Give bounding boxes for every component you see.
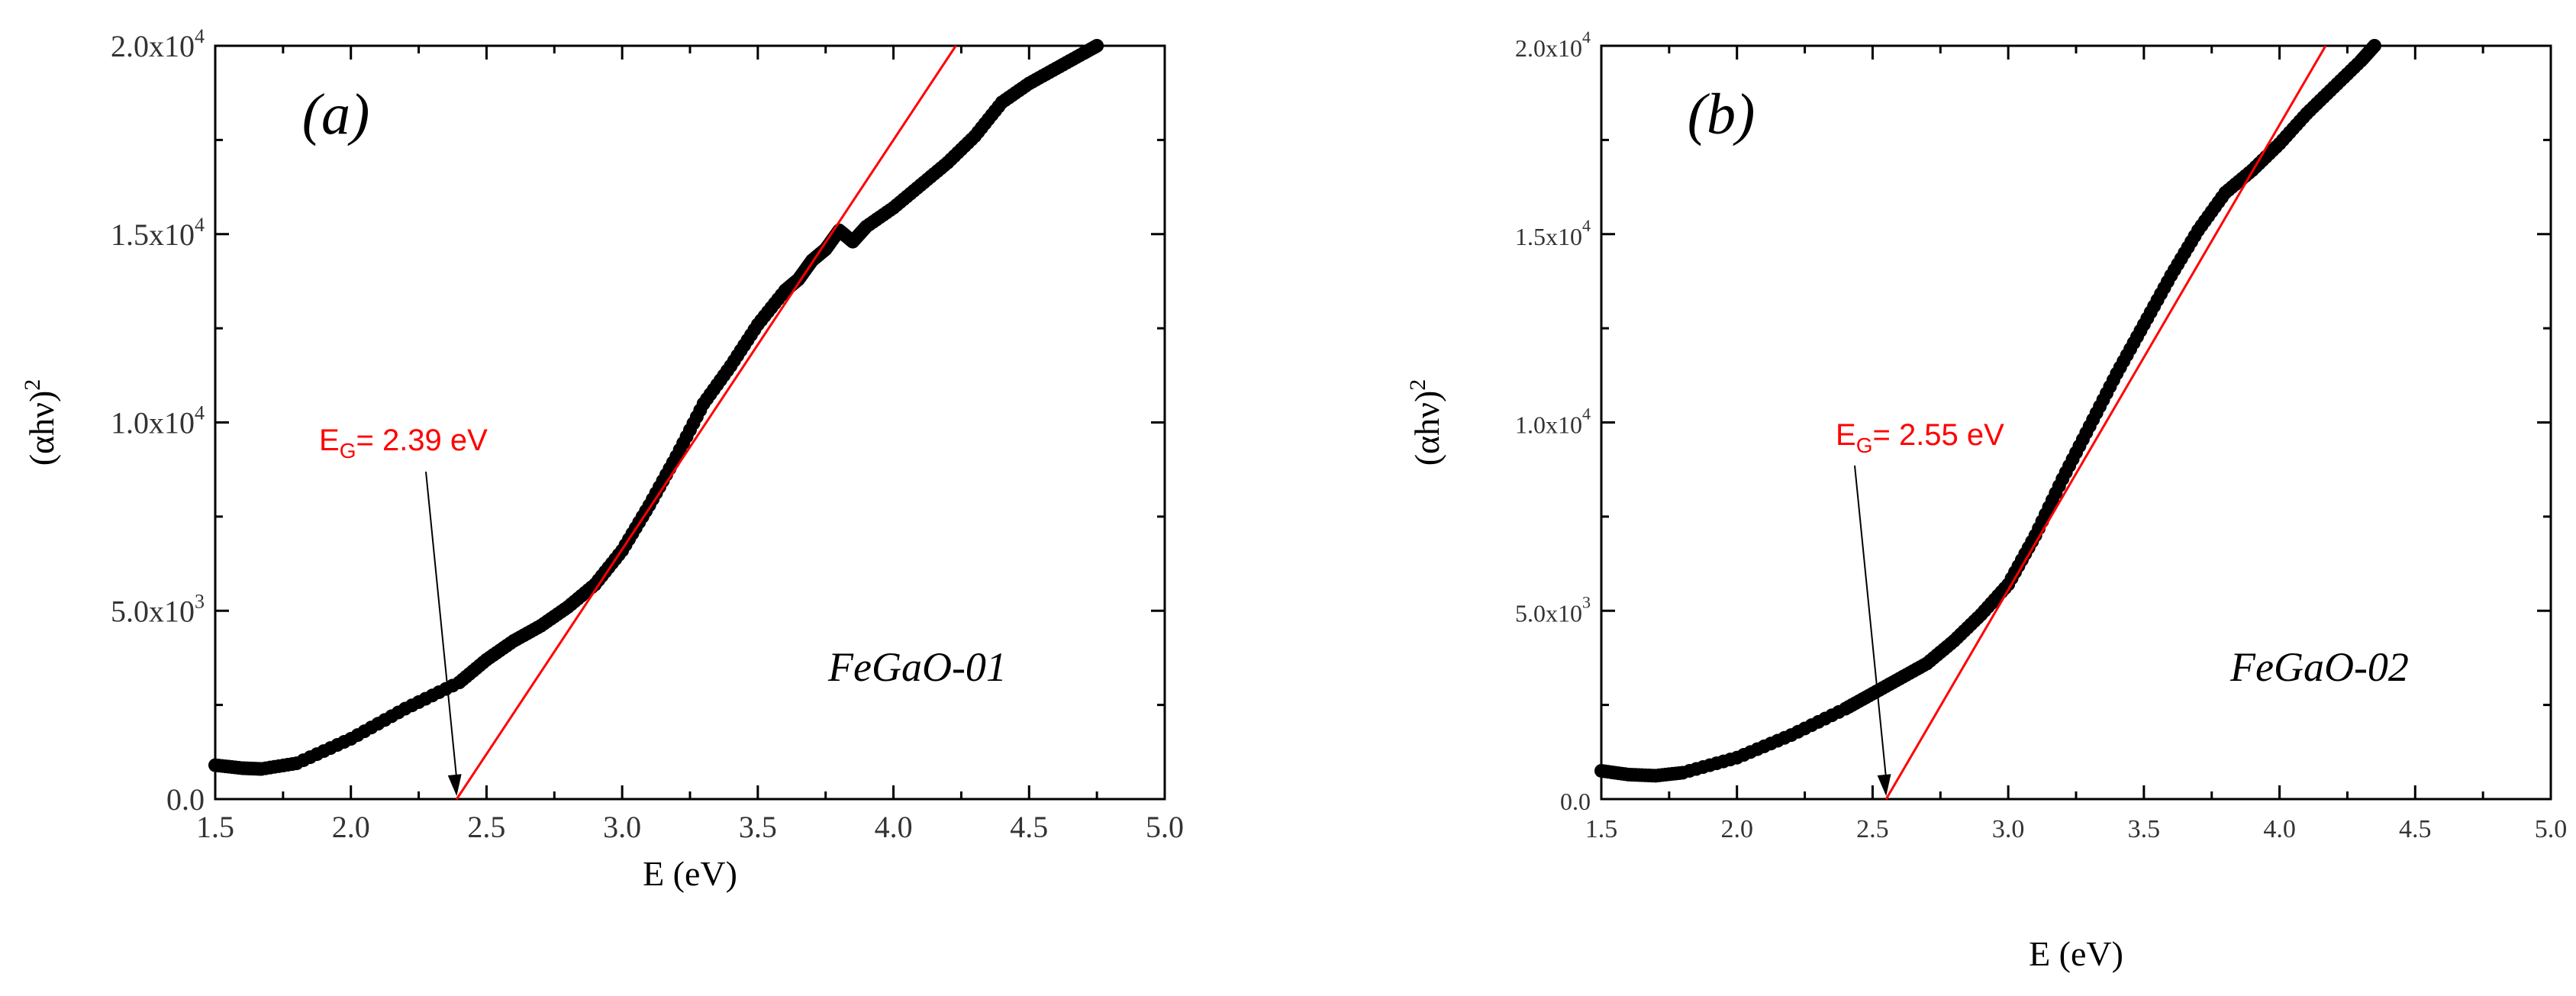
band-gap-arrow-head: [1877, 774, 1891, 796]
x-tick-label: 1.5: [1585, 815, 1618, 843]
x-tick-label: 3.5: [739, 810, 777, 844]
band-gap-arrow: [425, 471, 458, 780]
x-tick-label: 1.5: [196, 810, 234, 844]
chart-panel-b: 1.5 2.0 2.5 3.0 3.5 4.0 4.5 5.0 0.0 5.0x103 1.0x10…: [1405, 27, 2567, 973]
x-tick-label: 4.0: [875, 810, 913, 844]
y-tick-mantissa: 2.0x10: [111, 29, 195, 63]
x-axis-label: E (eV): [2029, 934, 2123, 973]
y-tick-exponent: 4: [1582, 405, 1591, 424]
linear-fit-line: [456, 45, 957, 800]
y-tick-label: 1.0x104: [111, 402, 205, 440]
y-tick-label: 1.5x104: [1515, 216, 1591, 250]
y-tick-exponent: 4: [1582, 216, 1591, 235]
y-tick-exponent: 3: [1582, 592, 1591, 611]
band-gap-arrow: [1854, 465, 1888, 780]
band-gap-label: EG= 2.39 eV: [319, 424, 488, 463]
sample-label: FeGaO-02: [2229, 644, 2409, 690]
y-tick-mantissa: 0.0: [166, 782, 205, 817]
x-tick-label: 4.0: [2263, 815, 2296, 843]
y-axis-label-exponent: 2: [20, 379, 45, 391]
y-tick-mantissa: 1.0x10: [1515, 411, 1582, 439]
y-tick-label: 5.0x103: [111, 590, 205, 628]
panel-label: (a): [302, 82, 370, 147]
x-tick-label: 2.5: [467, 810, 505, 844]
y-tick-label: 2.0x104: [1515, 27, 1591, 62]
y-tick-exponent: 4: [195, 25, 205, 47]
band-gap-label-base: E: [1836, 418, 1856, 452]
y-tick-mantissa: 2.0x10: [1515, 34, 1582, 62]
y-tick-exponent: 3: [195, 590, 205, 612]
y-tick-mantissa: 1.5x10: [1515, 223, 1582, 250]
x-tick-label: 2.0: [1720, 815, 1753, 843]
sample-label: FeGaO-01: [827, 644, 1007, 690]
x-tick-label: 2.5: [1856, 815, 1889, 843]
y-tick-mantissa: 1.5x10: [111, 218, 195, 252]
band-gap-label: EG= 2.55 eV: [1836, 418, 2004, 457]
y-axis-label-base: (αhν): [1407, 391, 1446, 466]
y-tick-mantissa: 5.0x10: [111, 594, 195, 628]
y-tick-exponent: 4: [195, 402, 205, 424]
y-tick-label: 1.5x104: [111, 214, 205, 252]
x-tick-label: 5.0: [1146, 810, 1184, 844]
x-axis-label: E (eV): [643, 854, 737, 893]
linear-fit-line: [1884, 45, 2327, 800]
x-tick-label: 5.0: [2535, 815, 2568, 843]
y-tick-label: 1.0x104: [1515, 405, 1591, 439]
x-tick-label: 3.0: [603, 810, 641, 844]
y-tick-label: 2.0x104: [111, 25, 205, 63]
data-point: [2367, 39, 2381, 53]
y-axis-label: (αhν)2: [20, 379, 61, 466]
x-tick-label: 2.0: [332, 810, 370, 844]
y-tick-exponent: 4: [1582, 27, 1591, 47]
band-gap-label-subscript: G: [1856, 434, 1873, 457]
x-tick-label: 3.0: [1992, 815, 2025, 843]
y-tick-label: 5.0x103: [1515, 592, 1591, 627]
band-gap-label-base: E: [319, 424, 340, 457]
y-tick-exponent: 4: [195, 214, 205, 236]
band-gap-arrow-head: [447, 774, 462, 796]
y-tick-label: 0.0: [1560, 788, 1591, 815]
chart-panel-a: 1.5 2.0 2.5 3.0 3.5 4.0 4.5 5.0 0.0 5.0x103 1.0x10…: [20, 25, 1184, 893]
y-tick-label: 0.0: [166, 782, 205, 817]
y-axis-label: (αhν)2: [1405, 379, 1446, 466]
x-tick-label: 4.5: [1010, 810, 1048, 844]
y-tick-mantissa: 5.0x10: [1515, 599, 1582, 627]
x-tick-label: 3.5: [2128, 815, 2161, 843]
y-axis-label-base: (αhν): [22, 391, 61, 466]
panel-label: (b): [1688, 82, 1755, 147]
x-tick-label: 4.5: [2399, 815, 2432, 843]
data-point: [1090, 39, 1104, 53]
y-tick-mantissa: 1.0x10: [111, 406, 195, 440]
band-gap-label-value: = 2.55 eV: [1872, 418, 2004, 452]
y-tick-mantissa: 0.0: [1560, 788, 1591, 815]
band-gap-label-subscript: G: [340, 439, 356, 463]
band-gap-label-value: = 2.39 eV: [356, 424, 488, 457]
y-axis-label-exponent: 2: [1405, 379, 1430, 391]
